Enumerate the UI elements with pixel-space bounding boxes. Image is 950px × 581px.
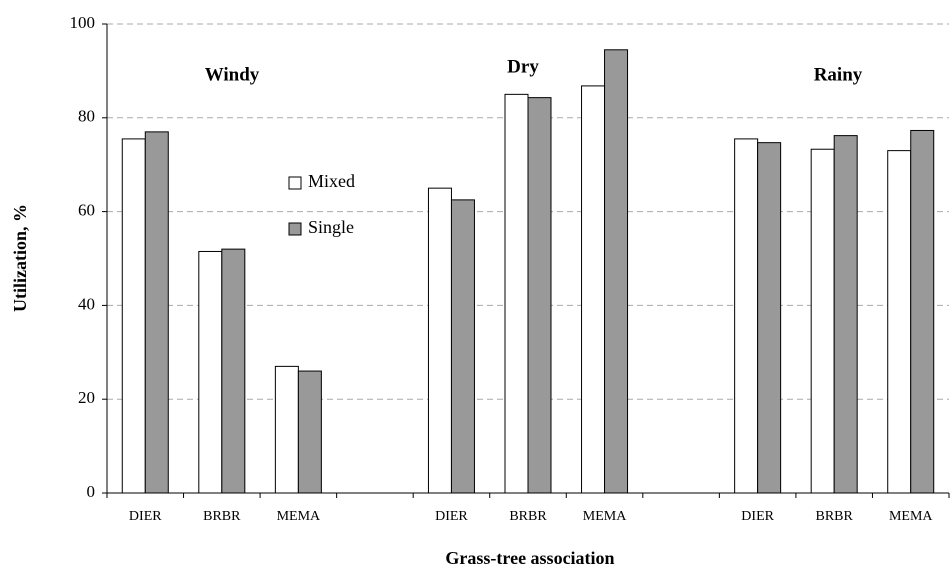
bar bbox=[121, 138, 146, 494]
bar bbox=[734, 138, 759, 494]
legend-swatch bbox=[288, 176, 302, 190]
x-tick-label: DIER bbox=[435, 509, 468, 524]
y-tick-label: 80 bbox=[78, 107, 95, 126]
x-tick-label: DIER bbox=[741, 509, 774, 524]
bar bbox=[274, 365, 299, 494]
annotation: Rainy bbox=[814, 64, 863, 85]
bar bbox=[810, 148, 835, 494]
bar bbox=[527, 97, 552, 494]
x-tick-label: BRBR bbox=[509, 509, 547, 524]
y-tick-label: 60 bbox=[78, 201, 95, 220]
legend-label: Mixed bbox=[308, 171, 355, 191]
bar bbox=[887, 150, 912, 494]
bar bbox=[504, 93, 529, 494]
x-tick-label: BRBR bbox=[816, 509, 854, 524]
bar bbox=[910, 129, 935, 494]
y-tick-label: 20 bbox=[78, 388, 95, 407]
x-tick-label: MEMA bbox=[889, 509, 933, 524]
y-tick-label: 100 bbox=[70, 13, 96, 32]
x-tick-label: DIER bbox=[129, 509, 162, 524]
bar bbox=[144, 131, 169, 494]
legend-swatch bbox=[288, 222, 302, 236]
annotation: Windy bbox=[205, 64, 260, 85]
y-tick-label: 40 bbox=[78, 294, 95, 313]
x-tick-label: MEMA bbox=[277, 509, 321, 524]
x-axis-label: Grass-tree association bbox=[445, 548, 614, 568]
y-tick-label: 0 bbox=[87, 482, 96, 501]
bar bbox=[450, 199, 475, 494]
bar bbox=[604, 49, 629, 494]
legend-label: Single bbox=[308, 217, 354, 237]
x-tick-label: MEMA bbox=[583, 509, 627, 524]
bar bbox=[581, 85, 606, 494]
bar bbox=[198, 250, 223, 494]
bar bbox=[757, 142, 782, 494]
bar bbox=[221, 248, 246, 494]
annotation: Dry bbox=[507, 56, 539, 77]
bar bbox=[297, 370, 322, 494]
bar bbox=[833, 135, 858, 494]
y-axis-label: Utilization, % bbox=[10, 204, 30, 312]
x-tick-label: BRBR bbox=[203, 509, 241, 524]
bar bbox=[427, 187, 452, 494]
